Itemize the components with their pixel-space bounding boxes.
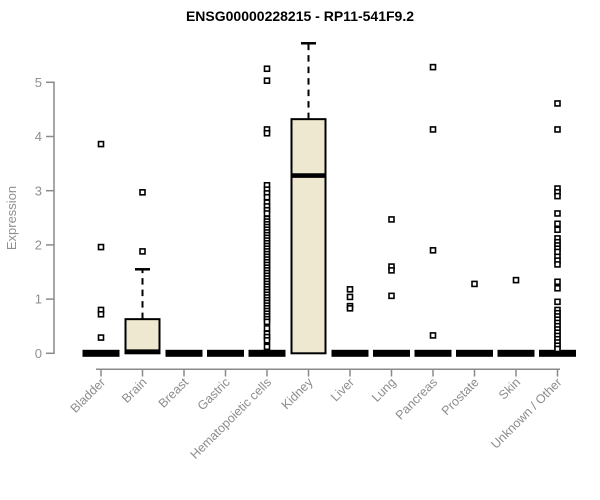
collapsed-box-bar (82, 349, 120, 357)
outlier-point (429, 332, 437, 339)
collapsed-box-bar (207, 349, 244, 357)
outlier-point (263, 325, 271, 332)
outlier-point (263, 193, 271, 201)
x-category-label: Liver (328, 375, 357, 404)
outlier-point (97, 310, 105, 318)
outlier-point (97, 140, 105, 148)
outlier-point (388, 267, 395, 274)
collapsed-box-bar (331, 349, 369, 357)
outlier-point (554, 345, 561, 353)
outlier-point (429, 126, 437, 133)
outlier-point (554, 284, 561, 292)
outlier-point (554, 278, 561, 286)
outlier-point (554, 226, 561, 234)
outlier-point (263, 336, 271, 344)
outlier-point (554, 210, 561, 217)
outlier-point (554, 100, 561, 107)
outlier-point (554, 192, 561, 200)
x-category-label: Unknown / Other (488, 375, 564, 451)
outlier-point (346, 305, 354, 312)
outlier-point (471, 280, 478, 288)
outlier-point (429, 63, 437, 71)
collapsed-box-bar (497, 349, 535, 357)
collapsed-box-bar (456, 349, 493, 357)
y-axis-label: Expression (4, 186, 19, 250)
outlier-point (97, 334, 105, 341)
y-tick-label: 5 (35, 75, 42, 90)
outlier-point (97, 243, 105, 251)
x-category-label: Hematopoietic cells (188, 375, 275, 462)
outlier-point (263, 318, 271, 326)
box-rect (290, 118, 327, 355)
outlier-point (388, 216, 395, 223)
x-category-label: Brain (119, 375, 150, 406)
outlier-point (346, 286, 354, 293)
x-category-label: Skin (496, 375, 523, 402)
outlier-point (346, 293, 354, 301)
outlier-point (554, 220, 561, 228)
chart-title: ENSG00000228215 - RP11-541F9.2 (186, 8, 414, 24)
outlier-point (388, 292, 395, 300)
x-category-label: Bladder (68, 375, 108, 415)
box-rect (124, 318, 161, 355)
x-category-label: Gastric (195, 375, 233, 413)
outlier-point (512, 276, 520, 284)
y-tick-label: 2 (35, 238, 42, 253)
outlier-point (429, 247, 437, 254)
outlier-point (139, 189, 146, 196)
outlier-point (554, 261, 561, 268)
collapsed-box-bar (373, 349, 410, 357)
outlier-point (554, 126, 561, 133)
outlier-point (263, 343, 271, 351)
collapsed-box-bar (539, 349, 576, 357)
x-category-label: Kidney (279, 375, 316, 412)
y-tick-label: 1 (35, 292, 42, 307)
x-category-label: Lung (369, 375, 399, 405)
outlier-point (263, 129, 271, 137)
outlier-point (263, 77, 271, 84)
x-category-label: Breast (156, 375, 192, 411)
y-tick-label: 0 (35, 346, 42, 361)
collapsed-box-bar (165, 349, 203, 357)
x-category-label: Prostate (439, 375, 482, 418)
box-series (82, 42, 576, 357)
y-tick-label: 3 (35, 183, 42, 198)
y-tick-label: 4 (35, 129, 42, 144)
collapsed-box-bar (414, 349, 452, 357)
outlier-point (139, 248, 146, 255)
outlier-point (263, 65, 271, 73)
x-category-label: Pancreas (393, 375, 440, 422)
outlier-point (554, 298, 561, 306)
outlier-point (263, 210, 271, 217)
collapsed-box-bar (248, 349, 286, 357)
